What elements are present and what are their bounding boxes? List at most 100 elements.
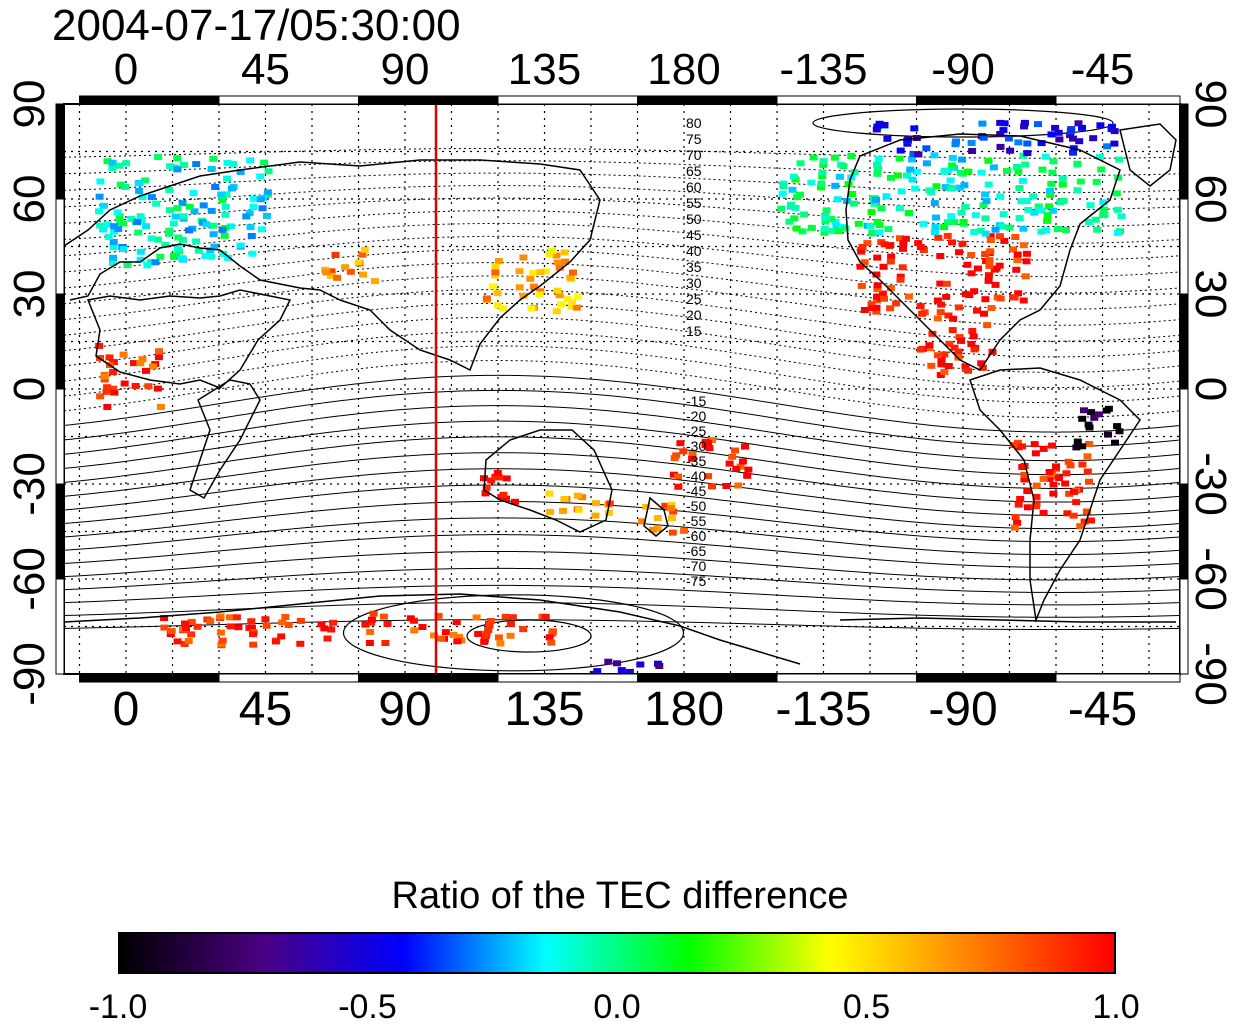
tec-cell [381, 640, 390, 646]
tec-cell [535, 291, 544, 298]
tec-cell [883, 135, 892, 142]
tec-cell [1005, 224, 1014, 231]
tec-cell [872, 308, 881, 315]
tec-cell [1073, 187, 1082, 194]
tec-cell [892, 300, 901, 307]
frame-bar-top [358, 95, 499, 105]
frame-bar-bottom [497, 673, 638, 683]
contour-line [64, 288, 1180, 342]
tec-cell [1045, 469, 1054, 475]
tec-cell [184, 638, 193, 644]
tec-cell [108, 164, 117, 171]
tec-cell [499, 491, 508, 498]
tec-cell [95, 208, 103, 215]
tec-cell [578, 494, 587, 501]
tec-cell [134, 180, 143, 187]
tec-cell [263, 212, 271, 219]
top-tick-label: -135 [779, 45, 868, 94]
tec-cell [121, 184, 130, 190]
tec-cell [1049, 158, 1058, 165]
colorbar-tick-label: 0.0 [593, 988, 641, 1026]
contour-line [64, 374, 1180, 433]
tec-cell [942, 293, 951, 300]
tec-cell [182, 625, 190, 632]
tec-cell [967, 252, 976, 258]
tec-cell [161, 242, 170, 248]
tec-cell [981, 296, 990, 303]
tec-cell [430, 632, 438, 639]
tec-cell [875, 222, 884, 229]
tec-cell [637, 518, 646, 525]
tec-cell [1018, 177, 1027, 184]
tec-cell [160, 615, 169, 621]
tec-cell [1014, 139, 1023, 146]
tec-cell [95, 193, 104, 200]
tec-cell [897, 188, 906, 195]
contour-label: 60 [686, 179, 702, 195]
tec-cell [1043, 212, 1052, 219]
tec-cell [887, 174, 895, 181]
tec-cell [1015, 215, 1024, 222]
contour-line [64, 184, 1180, 211]
tec-cell [218, 226, 227, 233]
tec-cell [728, 453, 737, 460]
tec-cell [916, 244, 925, 251]
tec-cell [1065, 490, 1074, 497]
tec-cell [1042, 227, 1051, 234]
tec-cell [449, 631, 458, 638]
tec-cell [821, 214, 830, 221]
tec-cell [99, 226, 108, 233]
tec-cell [642, 503, 651, 510]
tec-cell [485, 622, 494, 629]
tec-cell [418, 624, 427, 630]
tec-cell [166, 163, 175, 170]
frame-bar-bottom [358, 673, 499, 683]
contour-line [64, 484, 1180, 530]
contour-line [64, 517, 1180, 556]
tec-cell [833, 196, 842, 203]
tec-cell [1022, 250, 1031, 257]
colorbar-tick-label: 1.0 [1092, 988, 1140, 1026]
tec-cell [552, 252, 561, 259]
tec-cell [110, 228, 119, 235]
tec-cell [787, 201, 795, 208]
tec-cell [981, 230, 990, 237]
tec-cell [369, 610, 378, 617]
tec-cell [1022, 258, 1031, 265]
contour-line [64, 420, 1180, 476]
tec-cell [441, 629, 450, 636]
tec-cell [206, 247, 215, 254]
tec-cell [930, 200, 939, 207]
tec-cell [1012, 164, 1021, 170]
tec-cell [563, 296, 572, 303]
tec-cell [122, 160, 131, 167]
tec-cell [999, 211, 1008, 218]
tec-cell [206, 618, 215, 625]
tec-cell [1046, 187, 1055, 194]
tec-cell [1045, 203, 1054, 210]
tec-cell [1016, 496, 1025, 502]
contour-label: -60 [686, 528, 706, 544]
tec-cell [958, 240, 967, 247]
tec-cell [1017, 198, 1026, 205]
tec-cell [1046, 192, 1055, 198]
tec-cell [998, 223, 1007, 230]
contour-label: 35 [686, 259, 702, 275]
tec-cell [1115, 428, 1124, 435]
tec-cell [218, 637, 227, 644]
tec-cell [1066, 132, 1075, 139]
tec-cell [545, 634, 554, 641]
tec-cell [820, 229, 829, 236]
tec-cell [991, 226, 1000, 233]
tec-cell [501, 613, 510, 620]
tec-cell [1000, 237, 1009, 244]
tec-cell [488, 283, 497, 290]
tec-cell [1023, 140, 1032, 147]
tec-cell [909, 151, 918, 157]
tec-cell [674, 483, 683, 490]
tec-cell [545, 251, 554, 257]
contour-label: 15 [686, 323, 702, 339]
tec-cell [968, 148, 977, 154]
tec-cell [936, 309, 945, 316]
tec-cell [1023, 488, 1032, 495]
